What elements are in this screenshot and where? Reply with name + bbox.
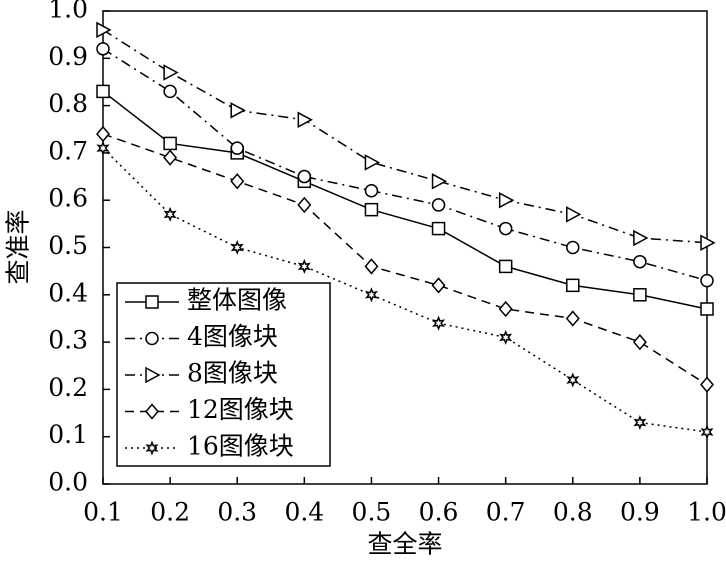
marker-triangle-right — [700, 234, 716, 252]
x-axis-label: 查全率 — [367, 530, 442, 559]
legend-label: 整体图像 — [187, 286, 287, 315]
marker-circle — [297, 169, 312, 184]
marker-diamond — [431, 277, 446, 294]
y-axis-label: 查准率 — [4, 209, 33, 284]
marker-triangle-right — [96, 21, 112, 39]
legend-label: 16图像块 — [187, 432, 294, 461]
marker-star — [364, 287, 378, 303]
marker-star — [297, 258, 311, 274]
marker-diamond — [230, 173, 245, 190]
marker-star — [566, 372, 580, 388]
y-tick-label: 0.3 — [48, 326, 88, 355]
y-tick-label: 0.6 — [48, 184, 88, 213]
marker-diamond — [632, 333, 647, 351]
marker-circle — [566, 240, 580, 255]
series-line — [102, 133, 708, 386]
marker-circle — [633, 254, 647, 269]
marker-square — [633, 288, 647, 302]
series-line — [102, 90, 708, 310]
y-tick-label: 0.8 — [48, 89, 88, 118]
marker-triangle-right — [431, 173, 448, 190]
marker-star — [633, 414, 647, 431]
x-tick-label: 0.5 — [352, 498, 392, 527]
legend-marker — [145, 295, 159, 309]
x-tick-label: 0.7 — [486, 498, 526, 527]
marker-diamond — [364, 258, 379, 275]
marker-triangle-right — [297, 111, 313, 129]
y-tick-label: 0.0 — [48, 468, 88, 497]
legend-label: 12图像块 — [187, 395, 294, 424]
marker-circle — [364, 183, 379, 198]
marker-circle — [431, 198, 446, 212]
marker-square — [364, 202, 379, 217]
marker-circle — [230, 141, 244, 155]
marker-diamond — [498, 300, 513, 318]
marker-triangle-right — [498, 191, 515, 209]
marker-star — [230, 239, 244, 256]
y-tick-label: 0.1 — [48, 420, 88, 449]
x-tick-label: 0.4 — [284, 498, 324, 527]
marker-star — [499, 329, 513, 345]
marker-star — [700, 424, 714, 440]
y-tick-label: 0.9 — [48, 42, 88, 71]
marker-square — [431, 221, 446, 236]
x-tick-label: 0.2 — [150, 498, 190, 527]
marker-square — [96, 84, 110, 99]
marker-diamond — [297, 196, 312, 214]
marker-square — [163, 136, 177, 151]
legend-marker — [145, 366, 161, 384]
x-tick-label: 1.0 — [687, 498, 726, 527]
legend-marker — [145, 440, 159, 456]
marker-star — [96, 140, 110, 156]
legend-label: 8图像块 — [187, 359, 278, 388]
marker-circle — [163, 84, 177, 99]
marker-square — [700, 302, 714, 316]
x-tick-label: 0.3 — [217, 498, 257, 527]
marker-star — [163, 206, 177, 222]
marker-circle — [700, 273, 714, 288]
marker-star — [432, 315, 446, 331]
marker-triangle-right — [566, 206, 582, 223]
marker-triangle-right — [633, 229, 649, 247]
y-tick-label: 0.7 — [48, 136, 88, 165]
marker-diamond — [163, 149, 178, 166]
x-tick-label: 0.9 — [620, 498, 660, 527]
y-tick-label: 0.5 — [48, 231, 88, 260]
series-line — [102, 48, 708, 282]
series-line — [102, 147, 708, 433]
marker-triangle-right — [163, 64, 179, 81]
x-tick-label: 0.8 — [553, 498, 593, 527]
marker-square — [498, 259, 513, 274]
marker-triangle-right — [230, 102, 246, 119]
y-tick-label: 0.4 — [48, 278, 88, 307]
y-tick-label: 0.2 — [48, 373, 88, 402]
marker-diamond — [700, 376, 714, 393]
marker-circle — [96, 42, 110, 56]
marker-circle — [498, 221, 513, 236]
legend-marker — [145, 331, 159, 346]
legend-label: 4图像块 — [187, 322, 278, 351]
y-tick-label: 1.0 — [48, 0, 88, 24]
marker-triangle-right — [364, 154, 381, 171]
marker-diamond — [565, 310, 580, 327]
x-tick-label: 0.6 — [419, 498, 459, 527]
legend-marker — [145, 403, 159, 420]
x-tick-label: 0.1 — [83, 498, 123, 527]
marker-square — [566, 278, 580, 293]
series-line — [102, 29, 708, 244]
marker-diamond — [96, 125, 110, 143]
